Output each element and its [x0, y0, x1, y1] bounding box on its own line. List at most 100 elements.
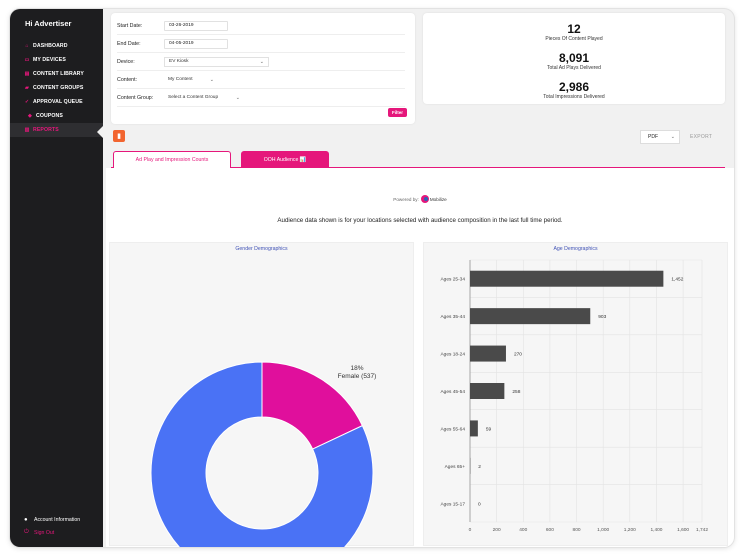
y-tick-label: Ages 65+ — [445, 464, 466, 470]
y-tick-label: Ages 25-34 — [440, 277, 465, 283]
start-date-label: Start Date: — [117, 22, 143, 29]
audience-note: Audience data shown is for your location… — [277, 217, 563, 224]
sidebar-item-label: CONTENT LIBRARY — [33, 71, 84, 77]
content-group-value: Select a Content Group — [168, 95, 219, 100]
chart-title: Age Demographics — [553, 246, 598, 252]
account-label: Account Information — [34, 516, 81, 523]
content-label: Content: — [117, 76, 138, 83]
user-icon: ● — [24, 516, 28, 523]
x-tick-label: 200 — [493, 527, 501, 533]
gender-demographics-card: Gender Demographics 18%Female (537)82%Ma… — [109, 242, 414, 547]
bar — [470, 345, 506, 362]
bar-value-label: 903 — [598, 314, 606, 320]
pie-category-label: Female (537) — [338, 373, 377, 380]
content-value: My Content — [168, 77, 193, 82]
chevron-down-icon: ⌄ — [259, 58, 264, 65]
start-date-input[interactable]: 03-26-2019 — [164, 20, 228, 31]
tab-ooh-audience[interactable]: OOH Audience 📊 — [241, 151, 329, 168]
x-tick-label: 1,600 — [677, 527, 689, 533]
content-row: Content: My Content ⌄ — [117, 71, 405, 89]
sidebar-item-approval-queue[interactable]: ✓ APPROVAL QUEUE — [10, 95, 103, 109]
document-icon[interactable]: ▮ — [113, 130, 125, 142]
x-tick-label: 0 — [469, 527, 472, 533]
x-tick-label: 600 — [546, 527, 554, 533]
x-tick-label: 1,400 — [650, 527, 662, 533]
sidebar-nav: ⌂ DASHBOARD ▭ MY DEVICES ▤ CONTENT LIBRARY … — [10, 39, 103, 137]
content-group-select[interactable]: Select a Content Group ⌄ — [164, 93, 244, 103]
check-icon: ✓ — [24, 98, 30, 105]
sidebar-item-content-groups[interactable]: ▰ CONTENT GROUPS — [10, 81, 103, 95]
device-row: Device: EV Kiosk ⌄ — [117, 53, 405, 71]
age-demographics-card: Age Demographics 0 200 400 600 800 1,000 1,200… — [423, 242, 728, 546]
bar-value-label: 258 — [512, 389, 520, 395]
bar — [470, 420, 478, 437]
y-tick-label: Ages 35-44 — [440, 314, 465, 320]
sidebar-item-reports[interactable]: ▥ REPORTS — [10, 123, 103, 137]
sidebar-item-content-library[interactable]: ▤ CONTENT LIBRARY — [10, 67, 103, 81]
home-icon: ⌂ — [25, 42, 29, 49]
end-date-row: End Date: 04-05-2019 — [117, 35, 405, 53]
y-tick-label: Ages 18-24 — [440, 352, 465, 358]
bar-value-label: 0 — [478, 501, 481, 507]
sidebar-item-label: MY DEVICES — [33, 57, 66, 63]
content-group-row: Content Group: Select a Content Group ⌄ — [117, 89, 405, 107]
sidebar-item-dashboard[interactable]: ⌂ DASHBOARD — [10, 39, 103, 53]
audience-panel: Powered by: Mobilize Audience data shown… — [106, 168, 734, 547]
pie-slice-male — [150, 361, 374, 547]
app-window: Hi Advertiser ⌂ DASHBOARD ▭ MY DEVICES ▤ CO… — [10, 9, 734, 547]
format-select[interactable]: PDF ⌄ — [640, 130, 680, 144]
device-select[interactable]: EV Kiosk ⌄ — [164, 56, 269, 67]
device-value: EV Kiosk — [169, 59, 189, 64]
y-tick-label: Ages 45-54 — [440, 389, 465, 395]
sign-out-link[interactable]: ⏻ Sign Out — [24, 526, 80, 539]
stat-content-played: 12 Pieces Of Content Played — [423, 23, 725, 42]
powered-by: Powered by: Mobilize — [106, 195, 734, 203]
end-date-label: End Date: — [117, 40, 141, 47]
report-tabs: Ad Play and Impression Counts OOH Audien… — [111, 151, 725, 168]
export-button[interactable]: EXPORT — [690, 134, 713, 140]
filter-panel: Start Date: 03-26-2019 End Date: 04-05-2… — [111, 13, 415, 124]
bar-value-label: 59 — [486, 426, 492, 432]
y-tick-label: Ages 15-17 — [440, 501, 465, 507]
bar — [470, 308, 591, 325]
stat-value: 2,986 — [558, 80, 590, 94]
library-icon: ▤ — [24, 70, 30, 77]
x-tick-label: 400 — [519, 527, 527, 533]
gender-donut-chart: 18%Female (537)82%Male (2,449) — [150, 361, 377, 547]
tag-icon: ◆ — [28, 112, 32, 119]
stat-value: 8,091 — [558, 51, 590, 65]
stat-value: 12 — [567, 22, 581, 36]
bar — [470, 270, 664, 287]
active-caret — [97, 126, 103, 138]
partner-logo-text: Mobilize — [429, 196, 447, 202]
sidebar: Hi Advertiser ⌂ DASHBOARD ▭ MY DEVICES ▤ CO… — [10, 9, 103, 547]
sidebar-item-my-devices[interactable]: ▭ MY DEVICES — [10, 53, 103, 67]
bar-value-label: 1,452 — [671, 277, 683, 283]
chart-title: Gender Demographics — [235, 246, 288, 252]
age-bar-chart: 0 200 400 600 800 1,000 1,200 1,400 1,600 1,742 Ag… — [440, 259, 708, 533]
content-select[interactable]: My Content ⌄ — [164, 75, 218, 85]
stat-label: Total Impressions Delivered — [543, 94, 605, 100]
x-tick-label: 800 — [573, 527, 581, 533]
x-tick-label: 1,200 — [624, 527, 636, 533]
content-group-label: Content Group: — [117, 94, 154, 101]
end-date-input[interactable]: 04-05-2019 — [164, 38, 228, 49]
sidebar-item-label: CONTENT GROUPS — [33, 85, 84, 91]
tab-ad-play-impression-counts[interactable]: Ad Play and Impression Counts — [113, 151, 231, 168]
x-tick-label: 1,742 — [696, 527, 708, 533]
stat-ad-plays: 8,091 Total Ad Plays Delivered — [423, 52, 725, 71]
start-date-row: Start Date: 03-26-2019 — [117, 17, 405, 35]
pie-percent-label: 18% — [350, 365, 363, 372]
bar — [470, 383, 505, 399]
sidebar-item-coupons[interactable]: ◆ COUPONS — [10, 109, 103, 123]
format-value: PDF — [648, 134, 658, 140]
filter-button[interactable]: Filter — [388, 108, 407, 117]
sidebar-footer: ● Account Information ⏻ Sign Out — [24, 513, 80, 539]
stat-impressions: 2,986 Total Impressions Delivered — [423, 81, 725, 100]
brand-title: Hi Advertiser — [25, 19, 72, 28]
bar-value-label: 2 — [478, 464, 481, 470]
stat-label: Total Ad Plays Delivered — [547, 65, 601, 71]
stats-panel: 12 Pieces Of Content Played 8,091 Total … — [423, 13, 725, 104]
account-information-link[interactable]: ● Account Information — [24, 513, 80, 526]
sidebar-item-label: COUPONS — [36, 113, 63, 119]
